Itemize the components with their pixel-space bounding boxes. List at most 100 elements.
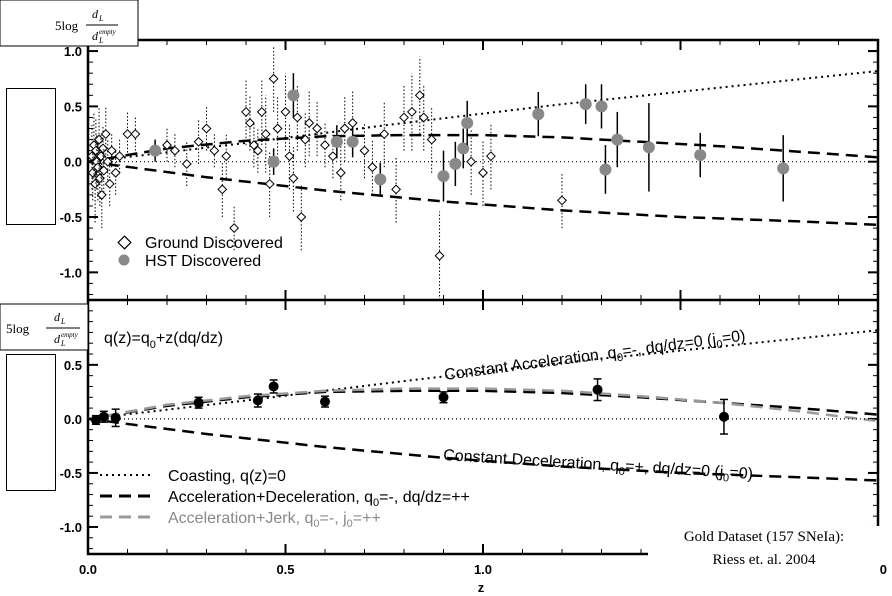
svg-text:5log: 5log bbox=[6, 321, 30, 336]
binned-point bbox=[592, 384, 603, 395]
ground-point bbox=[312, 123, 323, 134]
ground-point bbox=[221, 151, 232, 162]
model-curve-top-2 bbox=[87, 160, 879, 227]
svg-text:Acceleration+Deceleration, q0=: Acceleration+Deceleration, q0=-, dq/dz=+… bbox=[168, 489, 470, 509]
hst-legend-marker bbox=[118, 254, 130, 266]
annotation-constant-acceleration: Constant Acceleration, q0=-, dq/dz=0 (j0… bbox=[443, 327, 747, 386]
y-tick-label-bottom-3: -1.0 bbox=[60, 520, 82, 535]
svg-text:empty: empty bbox=[99, 28, 117, 36]
ground-point bbox=[260, 129, 271, 139]
ground-point bbox=[245, 118, 255, 128]
hst-point bbox=[599, 163, 612, 176]
hst-point bbox=[611, 133, 624, 146]
ground-point bbox=[217, 184, 228, 195]
svg-text:d: d bbox=[54, 332, 61, 346]
hst-point bbox=[579, 98, 592, 111]
ground-point bbox=[104, 178, 115, 189]
ground-point bbox=[406, 106, 417, 117]
equation-label: q(z)=q0+z(dq/dz) bbox=[104, 330, 223, 351]
top-axis-overlay-box bbox=[6, 88, 56, 225]
svg-text:Ground Discovered: Ground Discovered bbox=[145, 235, 283, 252]
bottom-ylabel: 5log d L d L empty bbox=[0, 303, 89, 351]
hst-discovered-series bbox=[149, 73, 790, 202]
top-ylabel: 5log d L d L empty bbox=[0, 0, 139, 47]
ground-point bbox=[426, 134, 437, 145]
y-tick-label-top-0: 1.0 bbox=[64, 44, 82, 59]
ground-point bbox=[96, 151, 106, 162]
ground-point bbox=[478, 167, 488, 178]
svg-text:5log: 5log bbox=[55, 18, 79, 33]
ground-point bbox=[292, 112, 303, 123]
ground-point bbox=[98, 165, 109, 176]
ground-point bbox=[288, 173, 299, 184]
binned-point bbox=[718, 411, 729, 422]
ground-point bbox=[359, 145, 370, 156]
ground-point bbox=[252, 145, 263, 156]
ground-point bbox=[335, 167, 346, 178]
svg-text:Acceleration+Jerk, q0=-, j0=++: Acceleration+Jerk, q0=-, j0=++ bbox=[168, 510, 381, 530]
y-tick-label-top-1: 0.5 bbox=[64, 99, 82, 114]
y-tick-label-bottom-2: -0.5 bbox=[60, 466, 82, 481]
ground-point bbox=[280, 106, 291, 117]
y-tick-label-top-4: -1.0 bbox=[60, 265, 82, 280]
model-curve-top-0 bbox=[87, 70, 879, 163]
y-tick-label-bottom-0: 0.5 bbox=[64, 358, 82, 373]
ground-point bbox=[96, 189, 107, 200]
ground-point bbox=[379, 129, 390, 139]
ground-point bbox=[391, 184, 402, 195]
ground-point bbox=[557, 195, 567, 206]
ground-point bbox=[110, 167, 121, 178]
model-curve-bottom-0 bbox=[87, 329, 879, 420]
x-axis-label: z bbox=[478, 580, 485, 595]
svg-text:HST Discovered: HST Discovered bbox=[145, 253, 261, 270]
top-legend: Ground Discovered HST Discovered bbox=[117, 235, 283, 270]
model-curves bbox=[87, 70, 879, 482]
ground-point bbox=[264, 178, 275, 189]
hst-point bbox=[694, 149, 707, 162]
ground-point bbox=[414, 90, 425, 101]
model-curve-bottom-1 bbox=[87, 389, 879, 421]
ground-point bbox=[399, 112, 409, 123]
ground-point bbox=[347, 118, 358, 128]
hst-point bbox=[642, 141, 655, 154]
gold-dataset-note: Gold Dataset (157 SNeIa): Riess et. al. … bbox=[648, 526, 880, 576]
ground-legend-marker bbox=[117, 235, 132, 250]
ground-point bbox=[256, 106, 267, 117]
binned-point bbox=[268, 381, 279, 392]
ground-point bbox=[284, 151, 295, 162]
ground-point bbox=[327, 151, 338, 162]
hst-point bbox=[374, 173, 387, 186]
binned-point bbox=[252, 395, 263, 406]
gold-dataset-line2: Riess et. al. 2004 bbox=[712, 552, 816, 568]
ground-point bbox=[98, 143, 108, 154]
ground-discovered-series bbox=[87, 45, 567, 300]
binned-point bbox=[110, 412, 121, 423]
ground-point bbox=[320, 140, 330, 151]
y-tick-label-top-2: 0.0 bbox=[64, 155, 82, 170]
x-tick-label-1: 0.5 bbox=[276, 562, 294, 577]
binned-data-series bbox=[90, 378, 729, 435]
ground-point bbox=[241, 106, 251, 117]
ground-point bbox=[304, 118, 315, 128]
svg-text:d: d bbox=[92, 29, 99, 43]
ground-point bbox=[130, 129, 141, 139]
ground-point bbox=[485, 151, 496, 162]
ground-point bbox=[272, 123, 283, 134]
binned-point bbox=[320, 396, 330, 407]
svg-text:L: L bbox=[60, 339, 66, 348]
ground-point bbox=[193, 136, 204, 147]
hst-point bbox=[457, 142, 470, 155]
x-tick-label-2: 1.0 bbox=[474, 562, 492, 577]
svg-text:empty: empty bbox=[61, 331, 79, 339]
ground-point bbox=[90, 178, 101, 189]
ground-point bbox=[434, 250, 445, 261]
ground-point bbox=[268, 73, 279, 84]
hst-point bbox=[330, 135, 343, 148]
svg-text:d: d bbox=[54, 310, 61, 324]
ground-point bbox=[296, 212, 307, 222]
ground-point bbox=[201, 123, 212, 134]
model-curve-top-1 bbox=[87, 133, 879, 163]
ground-point bbox=[94, 173, 105, 184]
binned-point bbox=[90, 414, 101, 425]
ground-point bbox=[114, 151, 125, 162]
